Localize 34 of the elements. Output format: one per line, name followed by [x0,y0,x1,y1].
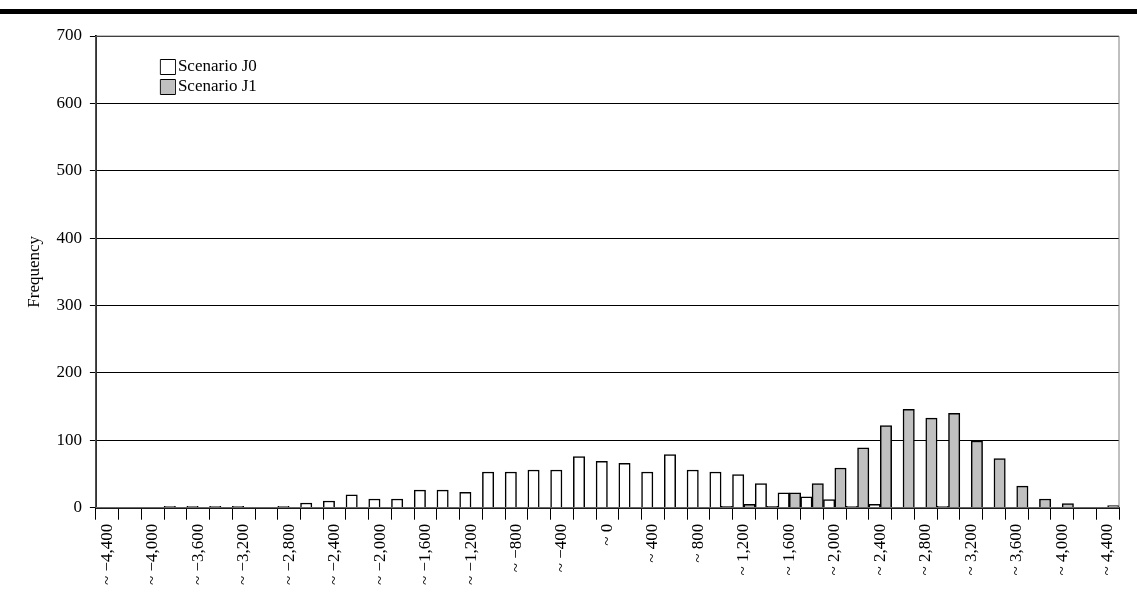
x-tick-label: ~ −3,200 [233,523,253,586]
x-tick-label: ~ −3,600 [187,523,207,586]
x-tick-label: ~ 4,000 [1051,523,1071,576]
x-tick-label: ~ 4,400 [1097,523,1117,576]
x-tick-label: ~ −800 [505,523,525,573]
y-tick-label: 0 [73,497,82,517]
y-tick-label: 400 [56,227,82,247]
legend-label: Scenario J0 [177,56,257,76]
x-tick-label: ~ −2,800 [278,523,298,586]
x-tick-label: ~ −4,400 [96,523,116,586]
x-tick-label: ~ 1,200 [733,523,753,576]
x-tick-label: ~ 0 [596,523,616,546]
x-tick-label: ~ 2,000 [824,523,844,576]
legend-label: Scenario J1 [177,76,257,96]
x-tick-label: ~ −2,000 [369,523,389,586]
x-tick-label: ~ 800 [687,523,707,563]
y-tick-label: 600 [56,92,82,112]
y-axis-title: Frequency [23,235,43,308]
y-tick-label: 500 [56,160,82,180]
y-tick-label: 200 [56,362,82,382]
x-tick-label: ~ −400 [551,523,571,573]
x-tick-label: ~ 1,600 [778,523,798,576]
x-tick-label: ~ −1,600 [415,523,435,586]
x-tick-label: ~ −2,400 [324,523,344,586]
x-tick-label: ~ 3,200 [960,523,980,576]
y-tick-label: 700 [56,25,82,45]
x-tick-label: ~ 400 [642,523,662,563]
x-tick-label: ~ −1,200 [460,523,480,586]
y-tick-label: 100 [56,429,82,449]
x-tick-label: ~ 2,400 [869,523,889,576]
x-tick-label: ~ −4,000 [142,523,162,586]
y-tick-label: 300 [56,295,82,315]
x-tick-label: ~ 2,800 [915,523,935,576]
x-tick-label: ~ 3,600 [1006,523,1026,576]
